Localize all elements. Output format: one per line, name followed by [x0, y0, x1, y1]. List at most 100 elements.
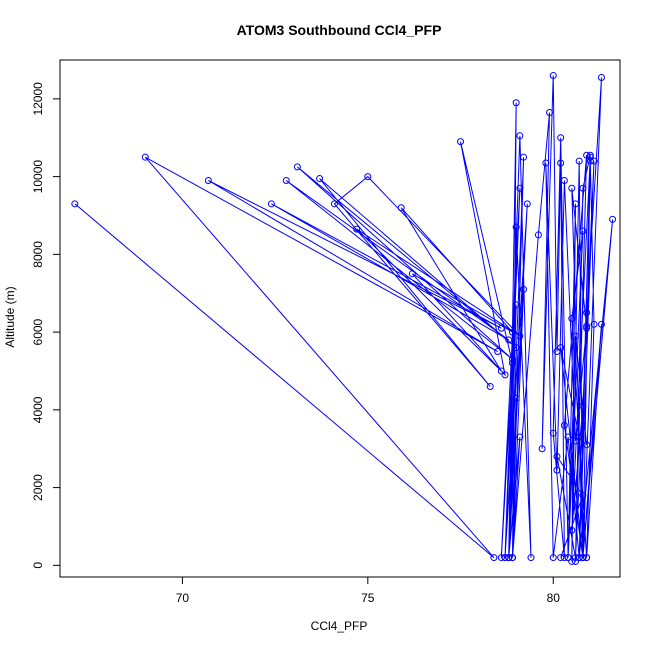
data-point: [583, 441, 591, 449]
data-point: [508, 554, 516, 562]
data-point: [520, 285, 528, 293]
data-point: [546, 108, 554, 116]
series-layer: [71, 72, 617, 565]
data-point: [516, 332, 524, 340]
data-point: [568, 315, 576, 322]
data-point: [457, 138, 465, 146]
data-point: [267, 200, 275, 208]
x-tick-label: 80: [547, 591, 561, 605]
data-point: [571, 557, 579, 565]
data-point: [579, 402, 587, 410]
data-point: [564, 554, 572, 562]
data-point: [397, 204, 405, 212]
data-point: [501, 371, 509, 379]
data-point: [527, 554, 535, 562]
data-point: [557, 134, 565, 142]
y-tick-label: 8000: [31, 241, 45, 268]
data-point: [505, 336, 513, 344]
data-point: [508, 328, 516, 336]
y-tick-label: 6000: [31, 318, 45, 345]
data-point: [330, 200, 338, 208]
data-point: [516, 132, 524, 140]
data-point: [364, 173, 372, 181]
x-axis-label: CCl4_PFP: [311, 619, 368, 633]
data-point: [579, 184, 587, 192]
y-axis-label: Altitude (m): [3, 286, 17, 347]
data-point: [568, 526, 576, 534]
series-line: [74, 75, 614, 562]
data-point: [512, 99, 520, 107]
data-point: [583, 554, 591, 562]
data-point: [497, 367, 505, 375]
data-point: [408, 270, 416, 278]
data-point: [564, 433, 572, 441]
data-point: [575, 433, 583, 441]
data-point: [571, 332, 579, 340]
data-point: [568, 557, 576, 565]
data-point: [293, 163, 301, 171]
data-point: [557, 159, 565, 167]
data-point: [549, 429, 557, 437]
data-point: [512, 344, 520, 352]
data-point: [501, 554, 509, 562]
data-point: [542, 159, 550, 167]
data-point: [579, 227, 587, 235]
data-point: [597, 73, 605, 81]
data-point: [557, 554, 565, 562]
data-point: [353, 225, 361, 233]
data-point: [516, 184, 524, 192]
data-point: [609, 215, 617, 223]
data-point: [575, 157, 583, 165]
data-point: [520, 153, 528, 161]
data-point: [486, 383, 494, 391]
data-point: [516, 433, 524, 441]
data-point: [557, 344, 565, 352]
data-point: [553, 466, 561, 474]
data-point: [508, 359, 516, 367]
data-point: [549, 72, 557, 80]
data-point: [512, 223, 520, 231]
data-point: [560, 421, 568, 429]
data-point: [586, 153, 594, 161]
data-point: [497, 554, 505, 562]
data-point: [560, 554, 568, 562]
data-point: [586, 157, 594, 165]
plot-area: [59, 59, 621, 578]
data-point: [583, 324, 591, 332]
data-point: [508, 355, 516, 363]
data-point: [549, 554, 557, 562]
data-point: [71, 200, 79, 208]
data-point: [597, 320, 605, 328]
x-tick-label: 75: [361, 591, 375, 605]
data-point: [575, 554, 583, 562]
data-point: [512, 394, 520, 402]
data-point: [494, 348, 502, 356]
data-point: [579, 491, 587, 499]
data-point: [583, 151, 591, 159]
data-point: [590, 157, 598, 165]
data-point: [579, 554, 587, 562]
data-point: [583, 309, 591, 317]
data-point: [568, 184, 576, 192]
data-point: [553, 348, 561, 356]
data-point: [316, 175, 324, 183]
y-tick-label: 2000: [31, 474, 45, 501]
y-tick-label: 12000: [31, 82, 45, 116]
data-point: [571, 200, 579, 208]
data-point: [282, 177, 290, 185]
y-tick-label: 10000: [31, 160, 45, 194]
data-point: [505, 554, 513, 562]
data-point: [583, 322, 591, 330]
data-point: [141, 153, 149, 161]
data-point: [512, 301, 520, 309]
x-axis: 70 75 80: [176, 576, 561, 605]
y-axis: 0 2000 4000 6000 8000 10000 12000: [31, 82, 61, 569]
data-point: [523, 200, 531, 208]
data-point: [538, 445, 546, 453]
data-point: [204, 177, 212, 185]
data-point: [497, 324, 505, 332]
y-tick-label: 0: [31, 562, 45, 569]
y-tick-label: 4000: [31, 396, 45, 423]
data-point: [560, 177, 568, 185]
data-point: [490, 554, 498, 562]
